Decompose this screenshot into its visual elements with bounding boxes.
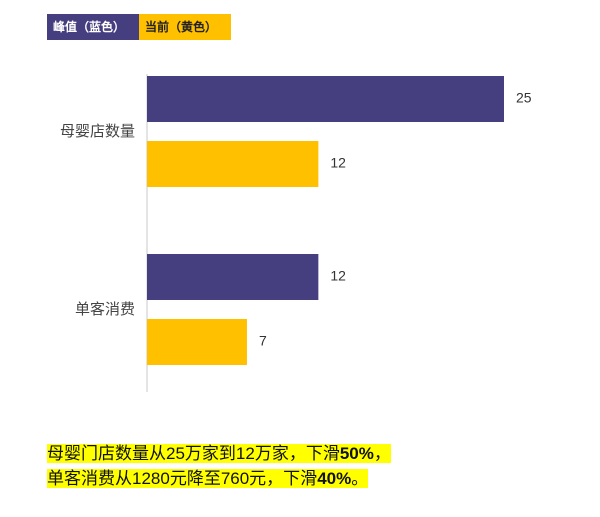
legend-swatch: [139, 14, 231, 40]
data-label: 7: [259, 333, 267, 349]
annotation-line: 母婴门店数量从25万家到12万家，下滑50%，: [47, 441, 391, 466]
legend-swatch: [47, 14, 139, 40]
y-tick-label: 单客消费: [75, 301, 135, 318]
annotation-text: 40%: [317, 469, 352, 488]
bar: [147, 76, 504, 122]
y-tick-label: 母婴店数量: [60, 123, 135, 140]
chart: 峰值（蓝色） 当前（黄色） 母婴店数量 25 12 单客消费 12 7: [47, 14, 532, 392]
data-label: 12: [330, 155, 346, 171]
data-label: 12: [330, 268, 346, 284]
annotation-text: 单客消费从1280元降至760元，下滑: [47, 469, 318, 488]
legend-label: 峰值（蓝色）: [53, 19, 125, 34]
legend-label: 当前（黄色）: [145, 19, 217, 34]
data-label: 25: [516, 90, 532, 106]
annotation-text: ，: [373, 444, 391, 463]
annotation-text: 。: [351, 469, 369, 488]
annotation-text: 50%: [339, 444, 374, 463]
annotation-text: 母婴门店数量从25万家到12万家，下滑: [47, 444, 340, 463]
bar: [147, 319, 247, 365]
annotations: 母婴门店数量从25万家到12万家，下滑50%， 单客消费从1280元降至760元，…: [47, 441, 391, 491]
annotation-line: 单客消费从1280元降至760元，下滑40%。: [47, 466, 391, 491]
bar: [147, 141, 319, 187]
bar: [147, 254, 319, 300]
